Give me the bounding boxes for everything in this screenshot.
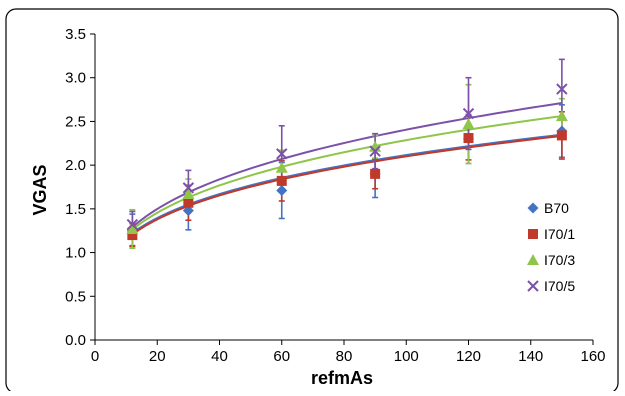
x-tick-label: 80 [336,348,353,365]
data-point-i70-1 [127,230,138,241]
trendline-i70-1 [131,134,562,236]
data-point-i70-1 [370,168,381,179]
y-tick-label: 0.0 [65,332,86,349]
data-point-i70-5 [556,83,568,95]
data-point-i70-5 [182,182,195,194]
data-point-i70-5 [462,107,475,120]
y-tick-label: 0.5 [65,288,86,305]
data-point-i70-1 [183,197,194,208]
y-tick-label: 2.5 [65,113,86,130]
data-point-b70 [182,205,194,217]
x-tick-label: 100 [394,348,419,365]
x-stroke [527,280,539,292]
data-point-i70-5 [369,145,381,157]
data-point-i70-5 [126,218,139,231]
legend-marker [528,229,538,239]
x-stroke [182,182,195,194]
data-point-i70-1 [556,130,567,141]
y-tick-label: 1.5 [65,201,86,218]
x-axis-title: refmAs [311,368,373,388]
legend-item: I70/1 [528,226,575,242]
legend-label: I70/1 [544,226,575,242]
data-point-i70-3 [275,161,288,173]
data-point-b70 [276,184,288,196]
x-tick-label: 140 [518,348,543,365]
x-stroke [462,107,475,120]
x-stroke [126,218,139,231]
y-tick-label: 3.0 [65,70,86,87]
x-tick-label: 0 [91,348,99,365]
y-tick-label: 2.0 [65,157,86,174]
data-point-i70-3 [555,110,568,122]
legend-item: I70/3 [527,252,575,268]
data-markers [126,83,568,241]
x-tick-label: 120 [456,348,481,365]
chart-border [5,8,619,394]
legend-marker [527,280,539,292]
x-tick-label: 20 [149,348,166,365]
data-point-i70-5 [276,148,288,160]
trendline-i70-5 [131,102,563,229]
x-stroke [556,83,568,95]
x-stroke [369,145,381,157]
y-axis-title: VGAS [30,164,50,215]
legend-label: I70/5 [544,278,575,294]
trendlines [131,102,563,236]
x-stroke [276,148,288,160]
y-tick-label: 1.0 [65,245,86,262]
axes: 0.0 0.5 1.0 1.5 2.0 2.5 3.0 3.5 0 20 40 60 80 100 120 1… [65,26,605,365]
legend-marker [527,254,539,265]
data-point-i70-3 [462,118,475,130]
y-tick-label: 3.5 [65,26,86,43]
data-point-i70-3 [182,187,195,199]
data-point-i70-1 [463,133,474,144]
trendline-i70-3 [131,115,563,231]
x-tick-label: 40 [211,348,228,365]
legend-marker [527,202,539,214]
data-point-i70-1 [276,175,287,186]
data-point-i70-3 [126,222,139,234]
legend: B70 I70/1 I70/3 I70/5 [527,200,575,294]
legend-item: B70 [527,200,569,216]
legend-label: I70/3 [544,252,575,268]
x-tick-label: 60 [273,348,290,365]
trendline-b70 [131,133,562,234]
x-tick-label: 160 [580,348,605,365]
legend-item: I70/5 [527,278,575,294]
legend-label: B70 [544,200,569,216]
